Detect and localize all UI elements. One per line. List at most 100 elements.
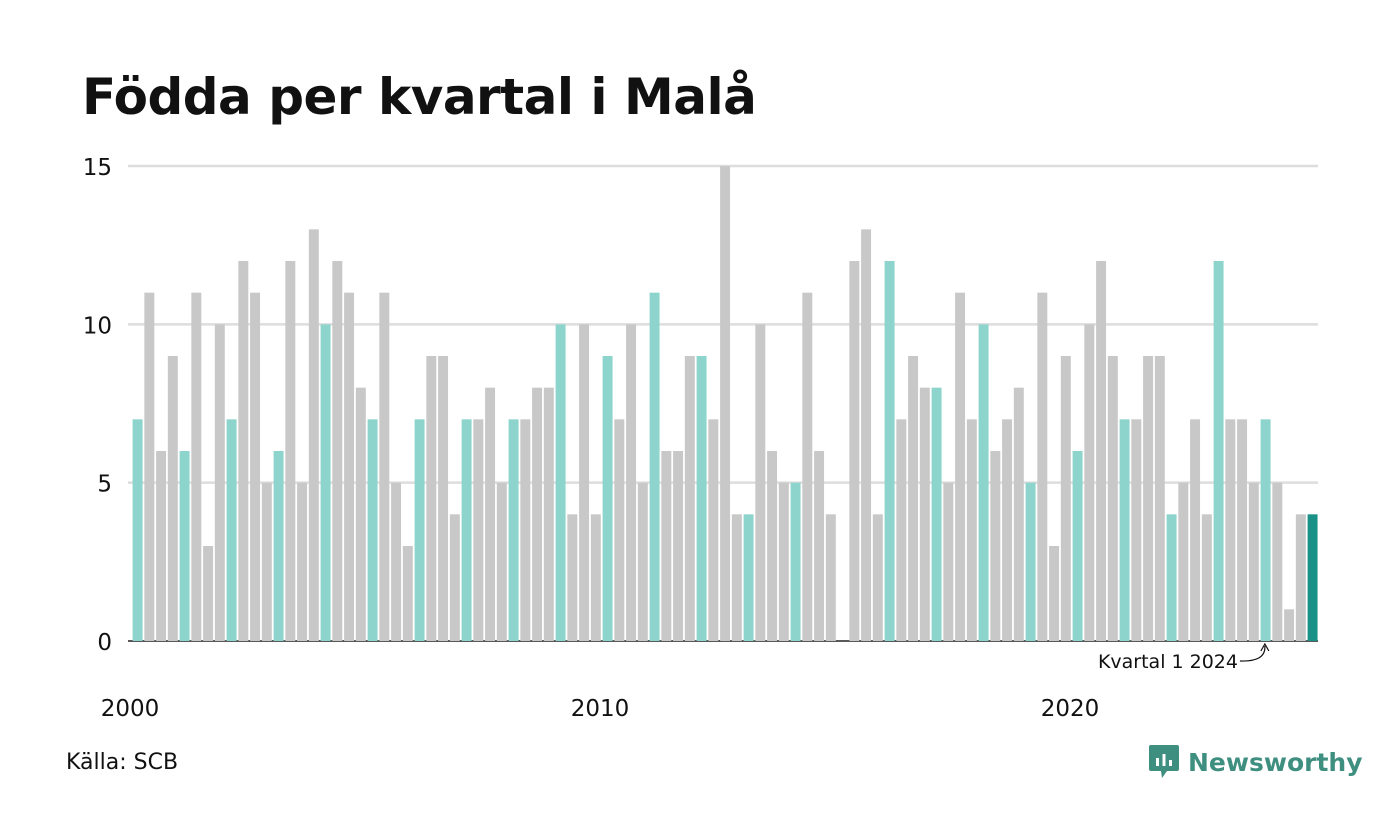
bar-2001-q3 [203, 546, 214, 641]
bar-2002-q4 [261, 482, 272, 641]
y-axis-ticks: 0 5 10 15 [83, 155, 112, 656]
y-tick-label: 15 [83, 155, 112, 181]
annotation: Kvartal 1 2024 [1098, 642, 1270, 673]
newsworthy-logo-icon [1149, 745, 1179, 778]
bar-2017-q2 [943, 482, 954, 641]
bar-2009-q2 [567, 514, 578, 641]
bar-2014-q4 [825, 514, 836, 641]
bar-2002-q2 [238, 261, 249, 641]
bar-2003-q3 [297, 482, 308, 641]
bar-2007-q1 [461, 419, 472, 641]
bar-2007-q3 [485, 387, 496, 641]
bar-2022-q4 [1201, 514, 1212, 641]
bar-2004-q4 [355, 387, 366, 641]
bar-2020-q3 [1096, 261, 1107, 641]
bar-2022-q2 [1178, 482, 1189, 641]
bar-2004-q3 [344, 292, 355, 641]
brand-name: Newsworthy [1188, 747, 1363, 777]
y-tick-label: 10 [83, 313, 112, 339]
bar-2006-q4 [449, 514, 460, 641]
bar-2005-q4 [402, 546, 413, 641]
source-label: Källa: SCB [66, 750, 179, 775]
bar-2011-q2 [661, 451, 672, 641]
bar-2016-q4 [919, 387, 930, 641]
bar-2004-q2 [332, 261, 343, 641]
bar-2023-q4 [1248, 482, 1259, 641]
bar-2012-q2 [708, 419, 719, 641]
bar-2006-q3 [438, 356, 449, 641]
bar-2003-q1 [273, 451, 284, 641]
bar-2021-q3 [1143, 356, 1154, 641]
bar-2024-q3 [1284, 609, 1295, 641]
x-axis-ticks: 2000 2010 2020 [101, 696, 1100, 722]
bar-2005-q3 [391, 482, 402, 641]
bar-2013-q4 [778, 482, 789, 641]
bar-2000-q3 [156, 451, 167, 641]
bar-2018-q3 [1002, 419, 1013, 641]
bar-2023-q2 [1225, 419, 1236, 641]
bar-2018-q2 [990, 451, 1001, 641]
bar-2017-q4 [966, 419, 977, 641]
brand-logo: Newsworthy [1148, 742, 1363, 782]
bar-2014-q2 [802, 292, 813, 641]
bar-2020-q2 [1084, 324, 1095, 641]
bar-2013-q2 [755, 324, 766, 641]
annotation-arrow [1239, 645, 1266, 662]
bar-2011-q4 [684, 356, 695, 641]
chart-title: Födda per kvartal i Malå [82, 68, 757, 126]
bar-2010-q1 [602, 356, 613, 641]
bar-2015-q2 [849, 261, 860, 641]
bar-2021-q1 [1119, 419, 1130, 641]
bar-2022-q1 [1166, 514, 1177, 641]
bar-2014-q3 [814, 451, 825, 641]
bar-2010-q3 [626, 324, 637, 641]
bar-2005-q2 [379, 292, 390, 641]
bar-chart: 0 5 10 15 2000 2010 2020 Kvartal 1 2024 [83, 155, 1318, 722]
bar-2005-q1 [367, 419, 378, 641]
annotation-arrowhead [1260, 642, 1270, 652]
bar-2001-q1 [179, 451, 190, 641]
bar-2018-q1 [978, 324, 989, 641]
bar-2010-q4 [637, 482, 648, 641]
bar-2009-q3 [579, 324, 590, 641]
bar-2012-q4 [731, 514, 742, 641]
bar-2000-q1 [132, 419, 143, 641]
bar-2012-q3 [720, 166, 731, 641]
bar-2020-q1 [1072, 451, 1083, 641]
bar-2019-q3 [1049, 546, 1060, 641]
bar-2006-q1 [414, 419, 425, 641]
bar-2000-q2 [144, 292, 155, 641]
x-tick-label: 2020 [1041, 696, 1100, 722]
bar-2015-q4 [872, 514, 883, 641]
bar-2002-q1 [226, 419, 237, 641]
bar-2023-q3 [1237, 419, 1248, 641]
bar-2020-q4 [1107, 356, 1118, 641]
bar-2001-q2 [191, 292, 202, 641]
bar-2013-q3 [767, 451, 778, 641]
bar-2008-q2 [520, 419, 531, 641]
bar-2021-q4 [1154, 356, 1165, 641]
bar-2024-q2 [1272, 482, 1283, 641]
y-tick-label: 0 [97, 630, 112, 656]
bar-2025-q1 [1307, 514, 1318, 641]
bar-2009-q1 [555, 324, 566, 641]
bar-2019-q1 [1025, 482, 1036, 641]
bar-2007-q4 [496, 482, 507, 641]
bar-2024-q1 [1260, 419, 1271, 641]
annotation-label: Kvartal 1 2024 [1098, 651, 1238, 673]
bar-2013-q1 [743, 514, 754, 641]
bar-2023-q1 [1213, 261, 1224, 641]
bar-2015-q3 [861, 229, 872, 642]
bar-2019-q4 [1060, 356, 1071, 641]
bar-2018-q4 [1013, 387, 1024, 641]
x-tick-label: 2010 [571, 696, 630, 722]
bar-2011-q3 [673, 451, 684, 641]
bar-2021-q2 [1131, 419, 1142, 641]
bar-2010-q2 [614, 419, 625, 641]
bar-2000-q4 [167, 356, 178, 641]
bar-2024-q4 [1295, 514, 1306, 641]
bar-2019-q2 [1037, 292, 1048, 641]
bar-2004-q1 [320, 324, 331, 641]
bar-2009-q4 [590, 514, 601, 641]
bar-2017-q3 [955, 292, 966, 641]
